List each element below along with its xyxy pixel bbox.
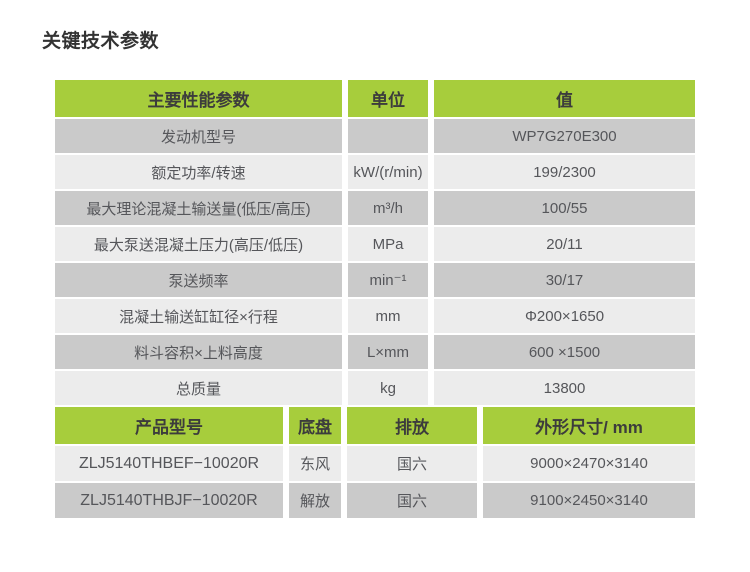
performance-table: 主要性能参数 单位 值 发动机型号 WP7G270E300 额定功率/转速 kW… [55, 80, 695, 405]
model-table: 产品型号 底盘 排放 外形尺寸/ mm ZLJ5140THBEF−10020R … [55, 407, 695, 518]
value-cell: 13800 [434, 369, 695, 405]
table-row: 总质量 kg 13800 [55, 369, 695, 405]
table-row: 发动机型号 WP7G270E300 [55, 117, 695, 153]
param-cell: 总质量 [55, 369, 348, 405]
table-row: 混凝土输送缸缸径×行程 mm Φ200×1650 [55, 297, 695, 333]
header-unit: 单位 [348, 80, 434, 117]
unit-cell: kg [348, 369, 434, 405]
spec-tables: 主要性能参数 单位 值 发动机型号 WP7G270E300 额定功率/转速 kW… [55, 80, 695, 518]
param-cell: 最大理论混凝土输送量(低压/高压) [55, 189, 348, 225]
header-main-params: 主要性能参数 [55, 80, 348, 117]
page-title: 关键技术参数 [42, 31, 160, 52]
unit-cell: kW/(r/min) [348, 153, 434, 189]
header-emission: 排放 [347, 407, 483, 444]
unit-cell [348, 117, 434, 153]
header-value: 值 [434, 80, 695, 117]
param-cell: 混凝土输送缸缸径×行程 [55, 297, 348, 333]
value-cell: 30/17 [434, 261, 695, 297]
emission-cell: 国六 [347, 481, 483, 518]
dimensions-cell: 9000×2470×3140 [483, 444, 695, 481]
chassis-cell: 东风 [289, 444, 347, 481]
unit-cell: m³/h [348, 189, 434, 225]
unit-cell: min⁻¹ [348, 261, 434, 297]
param-cell: 发动机型号 [55, 117, 348, 153]
table-row: ZLJ5140THBJF−10020R 解放 国六 9100×2450×3140 [55, 481, 695, 518]
table-row: 最大泵送混凝土压力(高压/低压) MPa 20/11 [55, 225, 695, 261]
unit-cell: L×mm [348, 333, 434, 369]
header-product-model: 产品型号 [55, 407, 289, 444]
param-cell: 额定功率/转速 [55, 153, 348, 189]
param-cell: 泵送频率 [55, 261, 348, 297]
header-dimensions: 外形尺寸/ mm [483, 407, 695, 444]
value-cell: 100/55 [434, 189, 695, 225]
table-row: 料斗容积×上料高度 L×mm 600 ×1500 [55, 333, 695, 369]
model-cell: ZLJ5140THBEF−10020R [55, 444, 289, 481]
param-cell: 最大泵送混凝土压力(高压/低压) [55, 225, 348, 261]
chassis-cell: 解放 [289, 481, 347, 518]
value-cell: 20/11 [434, 225, 695, 261]
table-row: 额定功率/转速 kW/(r/min) 199/2300 [55, 153, 695, 189]
model-header-row: 产品型号 底盘 排放 外形尺寸/ mm [55, 407, 695, 444]
table-row: ZLJ5140THBEF−10020R 东风 国六 9000×2470×3140 [55, 444, 695, 481]
emission-cell: 国六 [347, 444, 483, 481]
unit-cell: mm [348, 297, 434, 333]
table-row: 最大理论混凝土输送量(低压/高压) m³/h 100/55 [55, 189, 695, 225]
model-cell: ZLJ5140THBJF−10020R [55, 481, 289, 518]
value-cell: 199/2300 [434, 153, 695, 189]
performance-header-row: 主要性能参数 单位 值 [55, 80, 695, 117]
header-chassis: 底盘 [289, 407, 347, 444]
value-cell: WP7G270E300 [434, 117, 695, 153]
param-cell: 料斗容积×上料高度 [55, 333, 348, 369]
table-row: 泵送频率 min⁻¹ 30/17 [55, 261, 695, 297]
unit-cell: MPa [348, 225, 434, 261]
value-cell: 600 ×1500 [434, 333, 695, 369]
dimensions-cell: 9100×2450×3140 [483, 481, 695, 518]
value-cell: Φ200×1650 [434, 297, 695, 333]
